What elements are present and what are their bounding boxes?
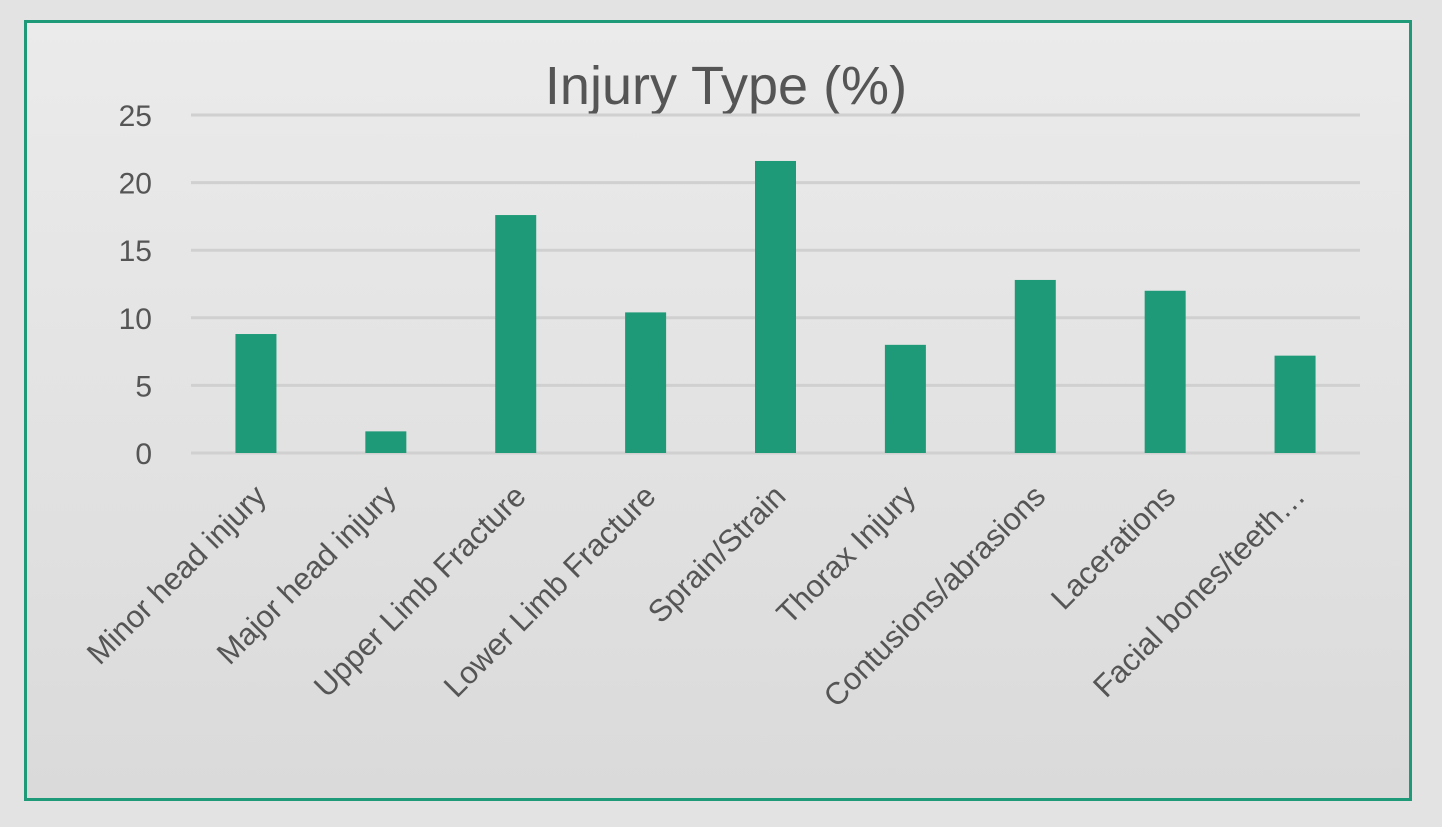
x-category-label: Facial bones/teeth…: [1086, 478, 1312, 704]
bars: [235, 160, 1316, 453]
bar: [884, 344, 926, 453]
bar: [625, 312, 667, 453]
bar: [1144, 290, 1186, 453]
y-tick-label: 20: [119, 168, 152, 201]
bar: [1274, 355, 1316, 453]
x-category-label: Contusions/abrasions: [817, 478, 1053, 714]
bar: [495, 215, 537, 453]
y-tick-label: 10: [119, 303, 152, 336]
y-tick-label: 25: [119, 100, 152, 133]
x-category-label: Lower Limb Fracture: [437, 478, 663, 704]
bar: [365, 431, 407, 453]
x-category-label: Upper Limb Fracture: [307, 478, 533, 704]
y-axis-ticks: 0 5 10 15 20 25: [119, 100, 152, 471]
bar: [235, 334, 277, 453]
y-tick-label: 0: [135, 438, 152, 471]
y-tick-label: 15: [119, 235, 152, 268]
bar: [755, 160, 796, 453]
chart-title: Injury Type (%): [545, 56, 907, 116]
x-category-label: Lacerations: [1044, 478, 1182, 616]
y-tick-label: 5: [135, 370, 152, 403]
bar: [1014, 279, 1056, 453]
